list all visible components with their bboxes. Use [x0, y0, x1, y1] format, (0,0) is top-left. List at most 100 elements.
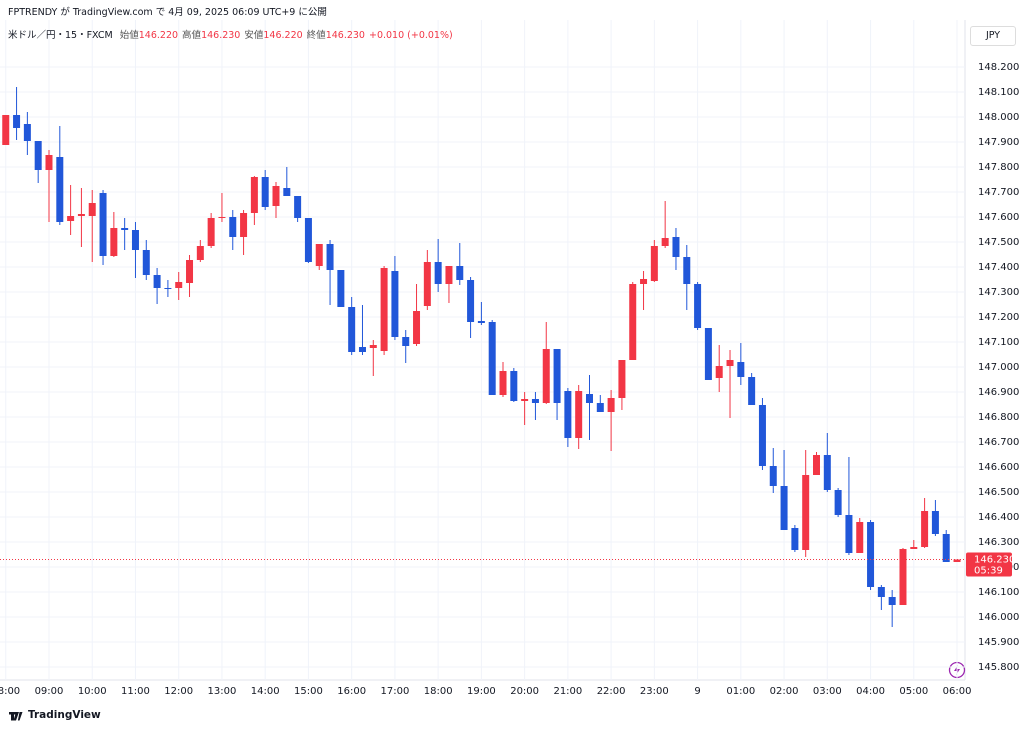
candle-body [931, 511, 939, 534]
candle-body [164, 288, 172, 289]
x-tick-label: 20:00 [510, 686, 539, 697]
x-tick-label: 23:00 [640, 686, 669, 697]
x-tick-label: 01:00 [726, 686, 755, 697]
candle-body [67, 216, 75, 221]
candle-body [391, 271, 399, 337]
candle-body [261, 177, 269, 207]
x-tick-label: 08:00 [0, 686, 20, 697]
y-tick-label: 147.900 [978, 137, 1019, 148]
candle-body [294, 196, 302, 218]
candle-body [629, 284, 637, 360]
candle-body [737, 362, 745, 377]
y-tick-label: 147.000 [978, 362, 1019, 373]
x-tick-label: 22:00 [597, 686, 626, 697]
brand: TradingView [28, 709, 101, 721]
candle-body [942, 534, 950, 562]
ohlc-label: 高値 [182, 30, 202, 41]
candle-body [823, 455, 831, 490]
candle-body [348, 307, 356, 352]
candle-body [510, 371, 518, 401]
candle-body [769, 466, 777, 486]
x-tick-label: 06:00 [943, 686, 972, 697]
candle-body [856, 522, 864, 553]
y-tick-label: 147.400 [978, 262, 1019, 273]
y-tick-label: 146.000 [978, 612, 1019, 623]
candle-body [283, 188, 291, 196]
candle-body [834, 490, 842, 515]
y-tick-label: 148.000 [978, 112, 1019, 123]
candle-body [153, 275, 161, 288]
candle-body [910, 547, 918, 549]
candle-body [467, 280, 475, 322]
ohlc-label: 終値 [306, 30, 326, 41]
candle-body [456, 266, 464, 280]
candle-body [758, 405, 766, 466]
candle-body [877, 587, 885, 597]
candle-body [683, 257, 691, 284]
y-tick-label: 147.100 [978, 337, 1019, 348]
candle-body [585, 394, 593, 403]
price-tag [966, 552, 1012, 577]
ohlc-label: 安値 [244, 30, 264, 41]
candle-body [704, 328, 712, 380]
candle-body [229, 217, 237, 237]
y-tick-label: 147.300 [978, 287, 1019, 298]
candle-body [499, 371, 507, 395]
candle-body [77, 214, 85, 216]
candle-body [99, 193, 107, 256]
candle-body [553, 349, 561, 403]
candle-body [899, 549, 907, 605]
currency[interactable]: JPY [970, 26, 1016, 46]
candle-body [13, 115, 21, 128]
candle-body [121, 228, 129, 230]
candle-body [748, 377, 756, 405]
candle-body [845, 515, 853, 553]
candle-body [2, 115, 10, 145]
y-tick-label: 147.200 [978, 312, 1019, 323]
candle-body [726, 360, 734, 366]
y-tick-label: 145.800 [978, 662, 1019, 673]
y-tick-label: 146.300 [978, 537, 1019, 548]
ohlc-value: 146.230 [325, 30, 365, 41]
x-tick-label: 18:00 [424, 686, 453, 697]
candle-body [542, 349, 550, 403]
change: +0.010 (+0.01%) [368, 30, 453, 41]
y-tick-label: 147.500 [978, 237, 1019, 248]
candle-body [802, 475, 810, 550]
candle-body [531, 399, 539, 403]
candle-body [434, 262, 442, 284]
candle-body [240, 213, 248, 237]
candle-body [402, 337, 410, 346]
candle-body [304, 218, 312, 262]
candle-body [45, 155, 53, 170]
y-tick-label: 147.700 [978, 187, 1019, 198]
x-tick-label: 10:00 [78, 686, 107, 697]
y-tick-label: 146.500 [978, 487, 1019, 498]
candle-body [445, 266, 453, 284]
candle-body [88, 203, 96, 216]
candle-body [315, 244, 323, 266]
candle-body [477, 321, 485, 323]
candle-body [413, 311, 421, 344]
y-tick-label: 148.100 [978, 87, 1019, 98]
ohlc-row: 米ドル／円・15・FXCM 始値146.220 高値146.230 安値146.22… [8, 27, 457, 41]
x-tick-label: 09:00 [35, 686, 64, 697]
candle-body [694, 284, 702, 328]
symbol: 米ドル／円・15・FXCM [8, 30, 113, 41]
x-tick-label: 11:00 [121, 686, 150, 697]
y-tick-label: 146.400 [978, 512, 1019, 523]
countdown: 05:39 [974, 566, 1003, 577]
x-tick-label: 05:00 [899, 686, 928, 697]
candle-body [196, 246, 204, 260]
candle-body [791, 528, 799, 550]
candle-body [564, 391, 572, 438]
candle-body [326, 244, 334, 270]
x-tick-label: 13:00 [208, 686, 237, 697]
ohlc-value: 146.220 [263, 30, 303, 41]
candle-body [110, 228, 118, 256]
x-tick-label: 9 [694, 686, 700, 697]
candle-body [218, 217, 226, 218]
x-tick-label: 15:00 [294, 686, 323, 697]
